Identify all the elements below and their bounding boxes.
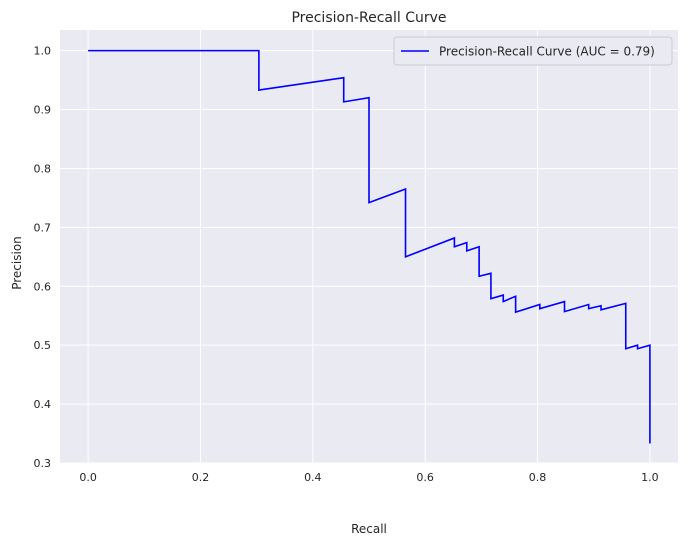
y-tick-label: 0.8 [34, 162, 52, 175]
x-tick-label: 0.2 [192, 471, 210, 484]
y-tick-label: 0.5 [34, 339, 52, 352]
x-tick-label: 1.0 [641, 471, 659, 484]
legend: Precision-Recall Curve (AUC = 0.79) [393, 36, 673, 66]
y-tick-label: 0.6 [34, 280, 52, 293]
y-tick-label: 0.9 [34, 104, 52, 117]
y-axis-label: Precision [10, 236, 24, 290]
plot-area [60, 30, 678, 463]
x-tick-label: 0.0 [79, 471, 97, 484]
chart-title: Precision-Recall Curve [291, 10, 446, 26]
y-tick-label: 0.3 [34, 457, 52, 470]
x-axis-ticks: 0.0 0.2 0.4 0.6 0.8 1.0 [79, 471, 658, 484]
x-tick-label: 0.8 [529, 471, 547, 484]
legend-box [393, 36, 673, 66]
x-tick-label: 0.4 [304, 471, 322, 484]
y-tick-label: 0.7 [34, 221, 52, 234]
legend-entry: Precision-Recall Curve (AUC = 0.79) [439, 45, 655, 59]
x-axis-label: Recall [351, 522, 387, 536]
series-line [88, 49, 651, 444]
y-axis-ticks: 0.3 0.4 0.5 0.6 0.7 0.8 0.9 1.0 [34, 45, 52, 470]
series-layer [88, 49, 651, 444]
y-tick-label: 0.4 [34, 398, 52, 411]
x-tick-label: 0.6 [416, 471, 434, 484]
y-tick-label: 1.0 [34, 45, 52, 58]
